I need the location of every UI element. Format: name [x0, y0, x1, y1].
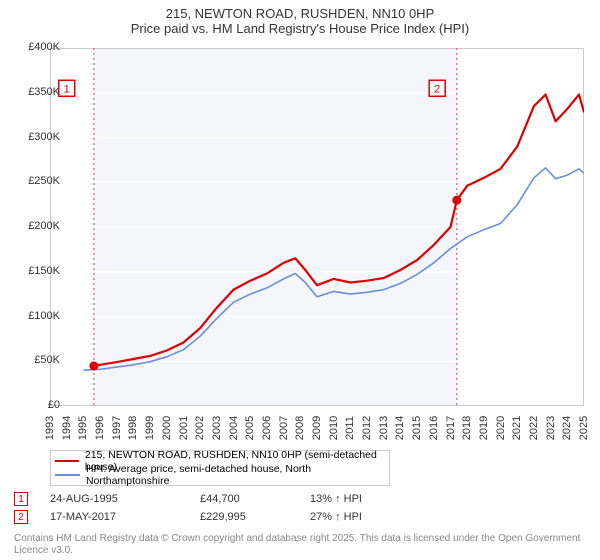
x-tick-label: 2013 — [378, 416, 390, 440]
legend: 215, NEWTON ROAD, RUSHDEN, NN10 0HP (sem… — [50, 450, 390, 486]
x-tick-label: 2009 — [311, 416, 323, 440]
title-line-2: Price paid vs. HM Land Registry's House … — [0, 21, 600, 36]
x-tick-label: 1997 — [111, 416, 123, 440]
x-tick-label: 1998 — [128, 416, 140, 440]
x-tick-label: 2007 — [278, 416, 290, 440]
title-line-1: 215, NEWTON ROAD, RUSHDEN, NN10 0HP — [0, 6, 600, 21]
x-tick-label: 2010 — [328, 416, 340, 440]
sale-diff: 27% ↑ HPI — [310, 511, 410, 523]
legend-item-hpi: HPI: Average price, semi-detached house,… — [55, 468, 385, 482]
y-tick-label: £250K — [10, 175, 60, 187]
x-tick-label: 2018 — [461, 416, 473, 440]
x-tick-label: 2003 — [211, 416, 223, 440]
legend-swatch — [55, 474, 80, 476]
y-tick-label: £300K — [10, 131, 60, 143]
y-tick-label: £200K — [10, 220, 60, 232]
y-tick-label: £350K — [10, 86, 60, 98]
chart-svg: 12 — [50, 48, 584, 406]
x-tick-label: 2002 — [194, 416, 206, 440]
x-tick-label: 2023 — [545, 416, 557, 440]
x-tick-label: 1995 — [78, 416, 90, 440]
y-tick-label: £150K — [10, 265, 60, 277]
x-tick-label: 2001 — [178, 416, 190, 440]
x-tick-label: 1994 — [61, 416, 73, 440]
x-tick-label: 2020 — [495, 416, 507, 440]
x-tick-label: 2006 — [261, 416, 273, 440]
y-tick-label: £0 — [10, 399, 60, 411]
sale-price: £229,995 — [200, 511, 310, 523]
x-tick-label: 2016 — [428, 416, 440, 440]
x-tick-label: 2004 — [228, 416, 240, 440]
x-tick-label: 2019 — [478, 416, 490, 440]
marker-badge: 1 — [14, 492, 28, 506]
x-tick-label: 2014 — [395, 416, 407, 440]
sale-date: 24-AUG-1995 — [50, 493, 200, 505]
x-tick-label: 2022 — [528, 416, 540, 440]
y-tick-label: £100K — [10, 310, 60, 322]
x-tick-label: 2000 — [161, 416, 173, 440]
x-tick-label: 2011 — [344, 416, 356, 440]
svg-text:2: 2 — [434, 83, 440, 95]
legend-swatch — [55, 460, 79, 462]
sale-date: 17-MAY-2017 — [50, 511, 200, 523]
x-tick-label: 1996 — [94, 416, 106, 440]
y-tick-label: £50K — [10, 354, 60, 366]
marker-badge: 2 — [14, 510, 28, 524]
x-tick-label: 2012 — [361, 416, 373, 440]
x-tick-label: 1993 — [44, 416, 56, 440]
sales-table: 1 24-AUG-1995 £44,700 13% ↑ HPI 2 17-MAY… — [14, 490, 410, 526]
table-row: 1 24-AUG-1995 £44,700 13% ↑ HPI — [14, 490, 410, 508]
svg-text:1: 1 — [64, 83, 70, 95]
footnote: Contains HM Land Registry data © Crown c… — [14, 533, 584, 556]
x-tick-label: 2005 — [244, 416, 256, 440]
x-tick-label: 2021 — [511, 416, 523, 440]
table-row: 2 17-MAY-2017 £229,995 27% ↑ HPI — [14, 508, 410, 526]
x-tick-label: 2025 — [578, 416, 590, 440]
chart-title: 215, NEWTON ROAD, RUSHDEN, NN10 0HP Pric… — [0, 0, 600, 36]
x-tick-label: 1999 — [144, 416, 156, 440]
x-tick-label: 2024 — [562, 416, 574, 440]
x-tick-label: 2015 — [411, 416, 423, 440]
x-tick-label: 2008 — [295, 416, 307, 440]
y-tick-label: £400K — [10, 41, 60, 53]
sale-diff: 13% ↑ HPI — [310, 493, 410, 505]
x-tick-label: 2017 — [445, 416, 457, 440]
legend-label: HPI: Average price, semi-detached house,… — [86, 463, 385, 487]
sale-price: £44,700 — [200, 493, 310, 505]
chart: 12 — [50, 48, 584, 406]
